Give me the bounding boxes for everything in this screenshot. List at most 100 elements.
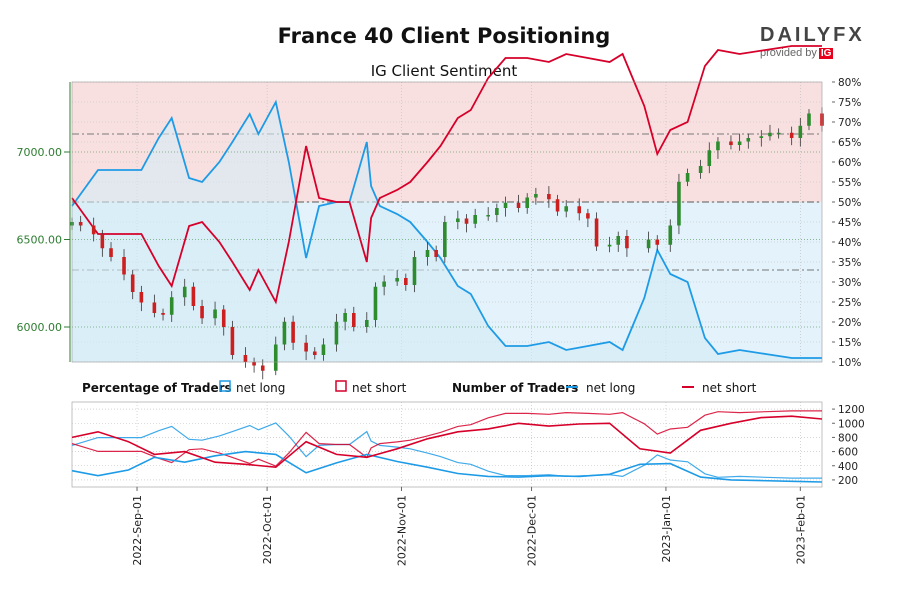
net-long-percent-mini-line	[71, 422, 822, 479]
candle-body	[321, 344, 326, 355]
candle-body	[351, 313, 356, 327]
candle-body	[668, 225, 673, 245]
candle-body	[404, 278, 408, 285]
legend-num-short-label: net short	[702, 381, 757, 395]
candle-body	[516, 202, 521, 208]
legend-pct-long-label: net long	[236, 381, 285, 395]
count-tick-label: 400	[838, 461, 858, 473]
candle-body	[625, 236, 629, 249]
brand-fx: FX	[833, 24, 865, 46]
candle-body	[243, 355, 248, 362]
candle-body	[230, 327, 235, 355]
candle-body	[122, 257, 126, 275]
count-tick-label: 800	[838, 432, 858, 444]
percent-tick-label: 10%	[838, 357, 861, 369]
sub-panel-frame	[71, 401, 823, 488]
candle-body	[607, 244, 612, 247]
candle-body	[759, 136, 764, 138]
candle-body	[182, 286, 187, 298]
candle-body	[464, 218, 469, 224]
dailyfx-logo: DAILYFX provided by IG	[760, 24, 866, 59]
percent-tick-label: 80%	[838, 77, 861, 89]
percent-tick-label: 50%	[838, 197, 861, 209]
percent-tick-label: 60%	[838, 157, 861, 169]
candle-body	[807, 113, 811, 126]
net-short-count-line	[71, 415, 823, 469]
candle-body	[456, 218, 460, 222]
candle-body	[716, 141, 720, 151]
legend-pct-long-swatch	[219, 380, 231, 392]
candle-body	[729, 141, 733, 145]
price-tick-label: 6500.00	[17, 234, 63, 247]
candle-body	[382, 281, 386, 287]
candle-body	[395, 278, 399, 282]
candle-body	[486, 215, 490, 217]
count-tick-label: 200	[838, 475, 858, 487]
chart-subtitle: IG Client Sentiment	[370, 62, 518, 80]
net-long-area	[72, 102, 822, 362]
brand-provided: provided by	[760, 47, 817, 59]
candle-body	[273, 344, 278, 371]
candle-body	[495, 208, 499, 215]
candle-body	[737, 141, 742, 145]
price-tick-label: 7000.00	[17, 146, 63, 159]
percent-tick-label: 25%	[838, 297, 861, 309]
candle-body	[91, 225, 96, 235]
candle-body	[425, 250, 430, 257]
percent-tick-label: 40%	[838, 237, 861, 249]
candle-body	[412, 257, 417, 285]
candle-body	[746, 138, 751, 142]
price-tick-label: 6000.00	[17, 321, 63, 334]
candle-body	[139, 292, 144, 303]
candle-body	[685, 173, 690, 182]
candle-body	[373, 286, 378, 320]
percent-tick-label: 55%	[838, 177, 861, 189]
candle-body	[547, 194, 551, 200]
candle-body	[577, 206, 582, 214]
candle-body	[616, 236, 621, 245]
percent-tick-label: 75%	[838, 97, 861, 109]
trader-count-panel: 200 400 600 800 1000 1200 2022-Sep-01 2022-Oct-…	[71, 401, 865, 566]
date-tick-label: 2022-Nov-01	[395, 495, 408, 566]
candle-body	[555, 199, 560, 212]
candle-body	[564, 206, 569, 212]
candle-body	[282, 321, 287, 345]
legend-pct-short-swatch	[335, 380, 347, 392]
candle-body	[312, 351, 317, 355]
candle-body	[200, 306, 204, 319]
candle-body	[525, 197, 530, 208]
candle-body	[252, 362, 256, 366]
candle-body	[152, 302, 157, 313]
candle-body	[191, 286, 196, 306]
candle-body	[100, 234, 105, 249]
candle-body	[776, 132, 781, 135]
candle-body	[586, 213, 590, 219]
candle-body	[291, 321, 295, 343]
legend-percentage-label: Percentage of Traders	[82, 381, 232, 395]
price-sentiment-panel: 10% 15% 20% 25% 30% 35% 40% 45% 50% 55% 60% 65% 70% 7…	[17, 45, 861, 380]
candle-body	[534, 194, 538, 198]
candle-body	[130, 274, 135, 292]
candle-body	[169, 297, 174, 315]
candle-body	[698, 166, 703, 173]
chart-title: France 40 Client Positioning	[277, 24, 611, 48]
date-tick-label: 2023-Feb-01	[794, 495, 807, 564]
percent-tick-label: 35%	[838, 257, 861, 269]
candle-body	[677, 181, 681, 226]
net-long-count-line	[71, 450, 823, 483]
candle-body	[768, 132, 772, 137]
candle-body	[304, 342, 308, 352]
candle-body	[707, 150, 712, 166]
candle-body	[161, 313, 165, 315]
count-tick-label: 1000	[838, 418, 865, 430]
candle-body	[503, 202, 508, 208]
date-tick-label: 2022-Dec-01	[526, 495, 539, 566]
percent-tick-label: 70%	[838, 117, 861, 129]
candle-body	[343, 313, 347, 322]
percent-tick-label: 30%	[838, 277, 861, 289]
legend: Percentage of Traders net long net short…	[82, 380, 757, 395]
percent-tick-label: 45%	[838, 217, 861, 229]
brand-name: DAILY	[760, 24, 834, 46]
net-short-percent-line	[71, 45, 822, 305]
ig-logo: IG	[818, 48, 834, 59]
